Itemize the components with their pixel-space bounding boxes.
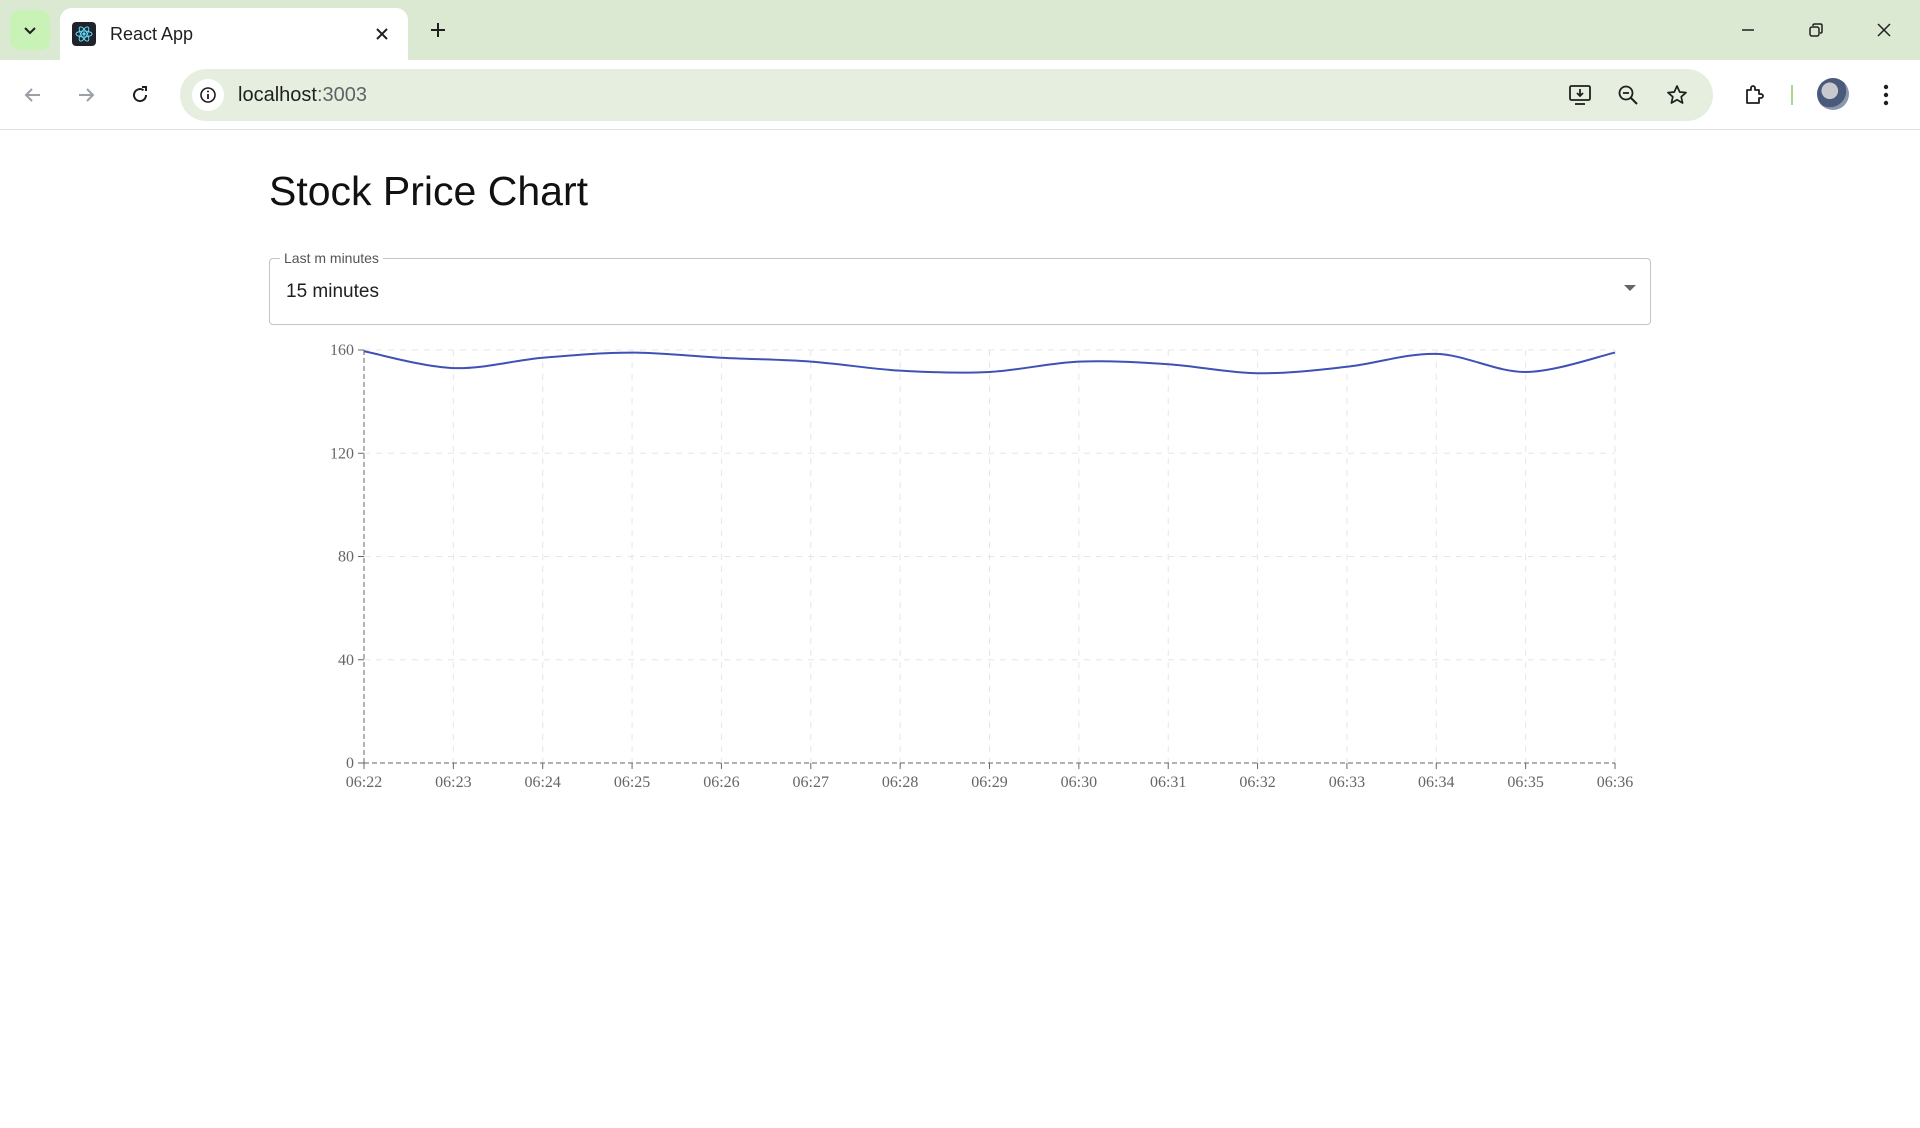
plus-icon [431, 23, 445, 37]
minimize-button[interactable] [1728, 10, 1768, 50]
x-tick-label: 06:33 [1329, 774, 1365, 791]
url-port: :3003 [316, 83, 367, 106]
y-tick-label: 0 [346, 755, 354, 772]
browser-tab[interactable]: React App [60, 8, 408, 60]
x-tick-label: 06:34 [1418, 774, 1454, 791]
chevron-down-icon [24, 27, 36, 35]
y-tick-label: 120 [330, 445, 354, 462]
x-tick-label: 06:25 [614, 774, 650, 791]
x-tick-label: 06:36 [1597, 774, 1633, 791]
stock-price-chart: 0 40 80 120 160 06:22 06:23 06:24 06:25 06:26 06:2… [330, 342, 1633, 791]
x-tick-label: 06:30 [1061, 774, 1097, 791]
restore-button[interactable] [1796, 10, 1836, 50]
tab-title: React App [110, 23, 194, 44]
close-window-button[interactable] [1864, 10, 1904, 50]
reload-button[interactable] [120, 75, 160, 115]
url-text: localhost:3003 [238, 84, 367, 107]
extensions-button[interactable] [1734, 75, 1774, 115]
address-bar[interactable]: localhost:3003 [180, 69, 1713, 121]
browser-toolbar: localhost:3003 [0, 60, 1920, 130]
select-label: Last m minutes [280, 250, 383, 266]
profile-avatar[interactable] [1817, 78, 1849, 110]
puzzle-icon [1746, 85, 1764, 104]
x-tick-label: 06:28 [882, 774, 918, 791]
price-line [363, 350, 1616, 375]
y-tick-label: 40 [338, 652, 354, 669]
x-tick-label: 06:24 [524, 774, 560, 791]
y-tick-label: 160 [330, 342, 354, 359]
react-logo-icon [72, 22, 96, 46]
tab-search-button[interactable] [10, 10, 50, 50]
select-value: 15 minutes [286, 281, 379, 302]
x-tick-label: 06:29 [971, 774, 1007, 791]
zoom-out-icon [1618, 85, 1638, 105]
toolbar-divider [1791, 85, 1793, 105]
info-icon [200, 87, 216, 103]
x-tick-label: 06:35 [1507, 774, 1543, 791]
tab-close-button[interactable] [368, 20, 396, 48]
x-tick-label: 06:27 [793, 774, 829, 791]
site-info-button[interactable] [192, 79, 224, 111]
arrow-left-icon [24, 88, 40, 102]
zoom-button[interactable] [1612, 79, 1644, 111]
new-tab-button[interactable] [422, 14, 454, 46]
more-vertical-icon [1883, 84, 1889, 106]
browser-tabstrip: React App [0, 0, 1920, 60]
page-title: Stock Price Chart [269, 168, 588, 214]
caret-down-icon [1624, 285, 1636, 291]
x-tick-label: 06:26 [703, 774, 739, 791]
menu-button[interactable] [1866, 75, 1906, 115]
y-tick-label: 80 [338, 549, 354, 566]
back-button[interactable] [13, 75, 53, 115]
minimize-icon [1742, 29, 1754, 31]
install-app-button[interactable] [1564, 79, 1596, 111]
url-host: localhost [238, 83, 317, 106]
forward-button[interactable] [66, 75, 106, 115]
restore-icon [1809, 23, 1823, 37]
reload-icon [133, 86, 148, 103]
x-tick-label: 06:22 [346, 774, 382, 791]
arrow-right-icon [79, 88, 95, 102]
close-icon [376, 28, 388, 40]
x-tick-label: 06:32 [1239, 774, 1275, 791]
bookmark-button[interactable] [1661, 79, 1693, 111]
install-icon [1569, 85, 1591, 105]
star-icon [1667, 85, 1687, 104]
minutes-select[interactable]: Last m minutes 15 minutes [269, 250, 1651, 325]
x-tick-label: 06:31 [1150, 774, 1186, 791]
x-tick-label: 06:23 [435, 774, 471, 791]
close-icon [1877, 23, 1891, 37]
